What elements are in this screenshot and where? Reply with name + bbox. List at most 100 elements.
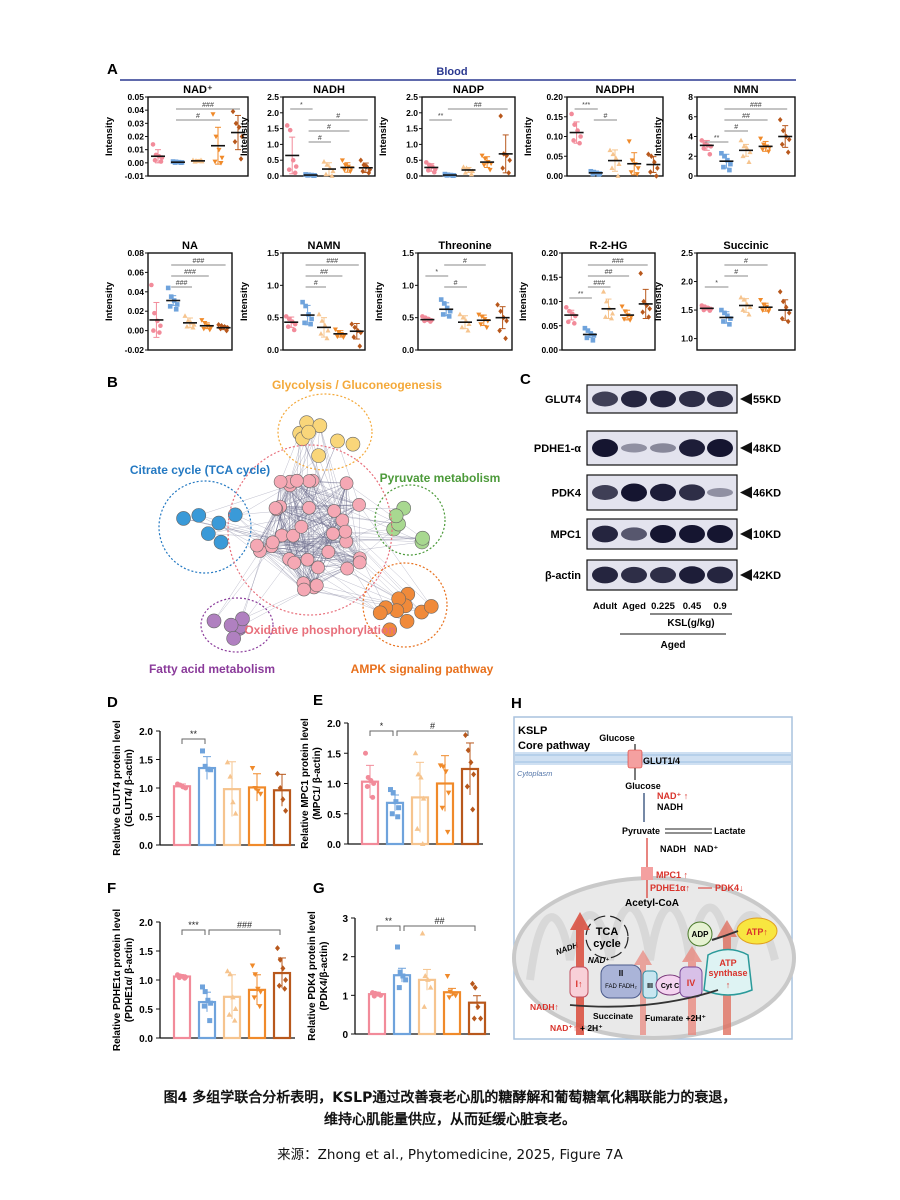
data-point-0.9 (646, 314, 651, 320)
blot-band (592, 391, 618, 407)
data-point-0.45 (339, 158, 345, 163)
network-node (287, 555, 302, 570)
data-point-0.45 (199, 318, 205, 323)
dose-label: KSL(g/kg) (667, 618, 714, 629)
caption-line-2: 维持心肌能量供应，从而延缓心脏衰老。 (324, 1112, 576, 1128)
molecular-weight-label: 48KD (753, 443, 781, 455)
data-point-Adult (158, 159, 164, 164)
data-point-0.45 (758, 297, 764, 303)
significance-label: ## (434, 916, 444, 926)
data-point-0.225 (420, 795, 427, 801)
data-point-0.9 (360, 168, 366, 175)
plot-title: R-2-HG (590, 240, 628, 252)
data-point-0.45 (628, 170, 634, 175)
data-point-0.225 (421, 1003, 428, 1009)
data-point-0.9 (464, 783, 470, 790)
data-point-Aged (303, 303, 308, 309)
cluster-label-tca: Citrate cycle (TCA cycle) (130, 463, 270, 477)
panel-label: E (313, 692, 323, 709)
adp-label: ADP (692, 930, 710, 939)
data-point-0.9 (282, 985, 288, 992)
data-point-0.45 (628, 315, 634, 320)
data-point-Aged (585, 328, 591, 333)
data-point-Aged (438, 297, 444, 302)
pathway-title-2: Core pathway (518, 740, 591, 752)
cluster-boundary (277, 393, 373, 471)
network-node (211, 515, 227, 531)
data-point-Aged (441, 301, 447, 306)
data-point-0.225 (608, 315, 615, 321)
significance-label: ### (612, 258, 624, 265)
network-node (235, 611, 250, 627)
data-point-0.225 (324, 335, 330, 341)
network-edge (294, 480, 298, 563)
data-point-0.9 (500, 165, 505, 171)
data-point-0.9 (238, 156, 244, 162)
significance-label: ** (714, 135, 720, 142)
data-point-Adult (572, 122, 577, 127)
data-point-Adult (292, 170, 298, 176)
data-point-Aged (588, 168, 594, 174)
blot-band (650, 443, 676, 453)
network-edge (240, 508, 276, 627)
blot-band (650, 566, 676, 584)
data-point-0.225 (419, 930, 426, 936)
data-point-0.225 (462, 170, 469, 175)
data-point-0.45 (629, 158, 635, 163)
molecular-weight-label: 46KD (753, 488, 781, 500)
data-point-0.9 (507, 157, 512, 163)
data-point-Aged (728, 316, 733, 321)
significance-label: ## (742, 113, 750, 120)
y-tick-label: 1.5 (267, 248, 279, 258)
blot-band (621, 443, 647, 453)
blot-band (621, 566, 647, 584)
network-edge (358, 504, 432, 607)
data-point-0.45 (335, 330, 341, 335)
lane-label: 0.45 (683, 601, 702, 612)
data-point-Aged (719, 150, 724, 156)
data-point-Adult (371, 993, 377, 999)
y-tick-label: 0.5 (402, 313, 414, 323)
data-point-0.9 (655, 165, 660, 171)
tca-label-1: TCA (596, 926, 619, 938)
data-point-0.9 (349, 321, 355, 327)
network-edge (289, 520, 343, 560)
molecular-weight-label: 42KD (753, 570, 781, 582)
blot-row-PDK4: PDK4 46KD (552, 474, 781, 511)
plot-frame (421, 96, 516, 177)
blot-row-GLUT4: GLUT4 55KD (545, 384, 781, 414)
significance-label: ** (190, 729, 198, 739)
y-tick-label: 0.00 (127, 158, 144, 168)
significance-label: ### (237, 920, 252, 930)
data-point-0.225 (230, 799, 236, 805)
data-point-0.45 (256, 1004, 263, 1010)
size-marker-icon (740, 569, 752, 581)
data-point-0.9 (495, 301, 500, 308)
y-tick-label: 1.5 (139, 756, 153, 767)
data-point-Aged (165, 285, 171, 291)
data-point-0.9 (777, 289, 783, 295)
network-node (250, 538, 264, 553)
y-tick-label: 0.10 (541, 297, 558, 307)
y-axis-label: Intensity (104, 116, 115, 156)
data-point-0.45 (249, 963, 256, 969)
network-edge (307, 559, 360, 563)
data-point-Aged (721, 319, 726, 324)
data-point-Adult (707, 308, 713, 313)
blot-band (592, 566, 618, 584)
data-point-0.225 (738, 294, 744, 300)
size-marker-icon (740, 486, 752, 499)
protein-label: PDHE1-α (534, 443, 581, 455)
network-node (176, 511, 191, 526)
network-edge (289, 533, 334, 560)
blot-band (679, 439, 705, 457)
data-point-Adult (707, 151, 713, 157)
network-edge (289, 485, 294, 536)
data-point-Adult (371, 781, 377, 786)
data-point-0.225 (226, 1011, 233, 1017)
significance-label: # (314, 280, 318, 287)
plot-title: NA (182, 240, 198, 252)
data-point-0.45 (219, 155, 225, 161)
data-point-0.225 (321, 159, 327, 164)
plot-title: NADH (313, 84, 345, 96)
